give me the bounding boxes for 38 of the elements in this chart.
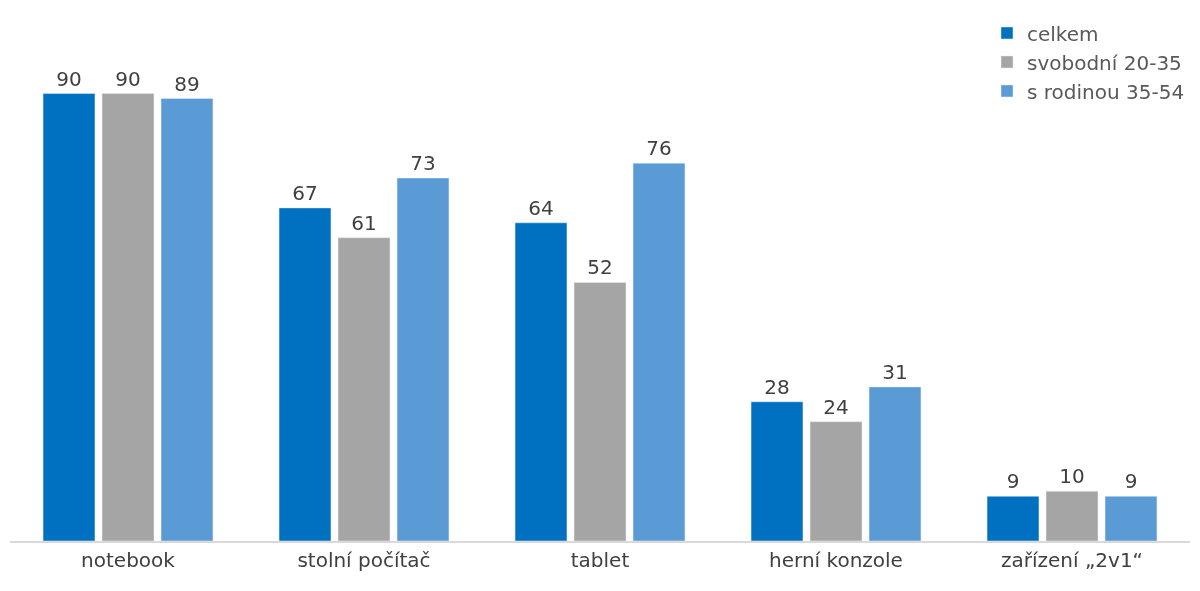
bar	[396, 177, 450, 541]
data-label: 9	[1006, 469, 1020, 494]
bar	[101, 93, 155, 541]
bar	[986, 496, 1040, 541]
data-label: 89	[174, 71, 200, 96]
data-label: 10	[1059, 464, 1085, 489]
data-label: 61	[351, 210, 377, 235]
legend-label: svobodní 20-35	[1027, 50, 1182, 75]
data-label: 76	[646, 136, 672, 161]
data-label: 67	[292, 180, 318, 205]
bar	[573, 282, 627, 541]
legend-label: celkem	[1027, 21, 1099, 46]
data-label: 52	[587, 255, 613, 280]
bar	[1104, 496, 1158, 541]
x-tick-label: zařízení „2v1“	[1001, 547, 1143, 572]
bar	[868, 386, 922, 541]
bar	[809, 421, 863, 541]
data-label: 9	[1124, 469, 1138, 494]
data-label: 64	[528, 195, 554, 220]
data-label: 31	[882, 359, 908, 384]
bar	[632, 162, 686, 541]
legend-label: s rodinou 35-54	[1027, 79, 1185, 104]
data-label: 24	[823, 394, 849, 419]
data-label: 73	[410, 151, 436, 176]
data-label: 28	[764, 374, 790, 399]
bar	[337, 237, 391, 541]
x-tick-label: stolní počítač	[297, 547, 431, 572]
bar	[1045, 491, 1099, 541]
x-tick-label: herní konzole	[769, 547, 903, 572]
data-label: 90	[56, 66, 82, 91]
bar	[160, 98, 214, 541]
x-tick-label: notebook	[81, 547, 176, 572]
data-label: 90	[115, 66, 141, 91]
bar	[514, 222, 568, 541]
x-tick-label: tablet	[570, 547, 630, 572]
bar	[42, 93, 96, 541]
bar	[750, 401, 804, 541]
bar	[278, 207, 332, 541]
